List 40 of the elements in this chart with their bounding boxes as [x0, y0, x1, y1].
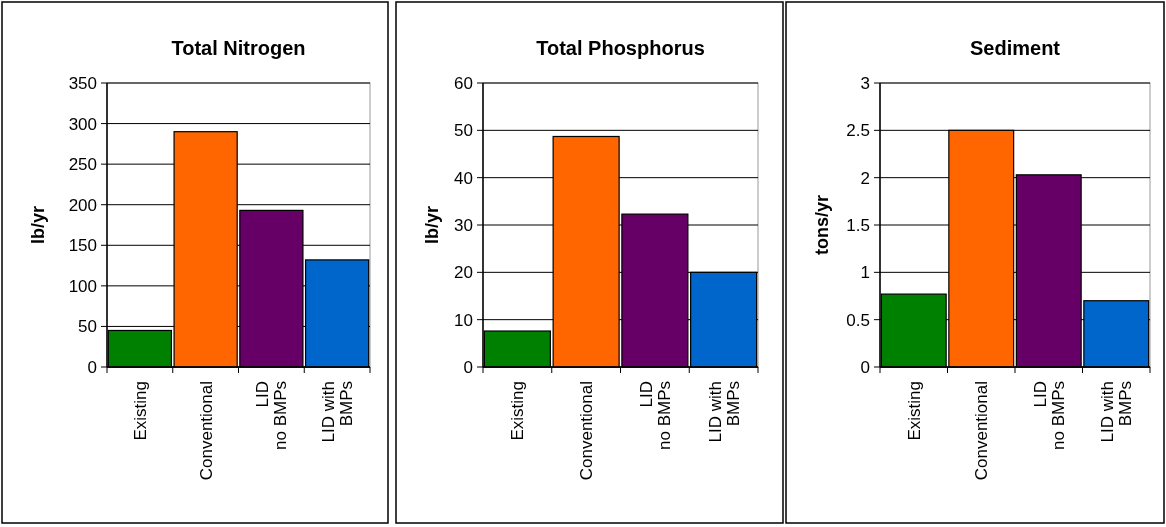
y-tick-label: 350 — [68, 73, 97, 93]
y-tick-label: 100 — [68, 276, 97, 296]
x-tick-label: Existing — [904, 381, 924, 441]
x-tick-label: LID with BMPs — [705, 381, 743, 443]
y-tick-label: 40 — [454, 168, 473, 188]
y-tick-label: 50 — [454, 121, 473, 141]
y-tick-label: 0 — [87, 357, 97, 377]
chart-title: Total Phosphorus — [536, 37, 705, 59]
y-tick-label: 300 — [68, 114, 97, 134]
x-tick-label: LID with BMPs — [319, 381, 357, 443]
y-tick-label: 20 — [454, 263, 473, 283]
y-tick-label: 50 — [78, 317, 97, 337]
y-tick-label: 2 — [860, 168, 870, 188]
x-tick-label: LID with BMPs — [1098, 381, 1136, 443]
y-tick-label: 0 — [860, 357, 870, 377]
y-tick-label: 1 — [860, 263, 870, 283]
y-axis-title: lb/yr — [28, 205, 48, 245]
y-axis-title: tons/yr — [812, 194, 832, 256]
y-tick-label: 150 — [68, 236, 97, 256]
y-axis-title: lb/yr — [422, 205, 442, 245]
y-tick-label: 0.5 — [846, 310, 870, 330]
x-tick-label: Conventional — [577, 381, 597, 481]
x-tick-label: Existing — [130, 381, 150, 441]
y-tick-label: 3 — [860, 73, 870, 93]
y-tick-label: 2.5 — [846, 121, 870, 141]
y-tick-label: 1.5 — [846, 215, 870, 235]
x-tick-label: LID no BMPs — [636, 381, 674, 450]
chart-title: Total Nitrogen — [171, 37, 306, 59]
y-tick-label: 10 — [454, 310, 473, 330]
x-tick-label: Conventional — [196, 381, 216, 481]
x-tick-label: LID no BMPs — [253, 381, 291, 450]
y-tick-label: 0 — [463, 357, 473, 377]
y-tick-label: 200 — [68, 195, 97, 215]
y-tick-label: 60 — [454, 73, 473, 93]
x-tick-label: Conventional — [972, 381, 992, 481]
y-tick-label: 30 — [454, 215, 473, 235]
x-tick-label: Existing — [508, 381, 528, 441]
x-tick-label: LID no BMPs — [1030, 381, 1068, 450]
y-tick-label: 250 — [68, 155, 97, 175]
chart-title: Sediment — [969, 37, 1061, 59]
